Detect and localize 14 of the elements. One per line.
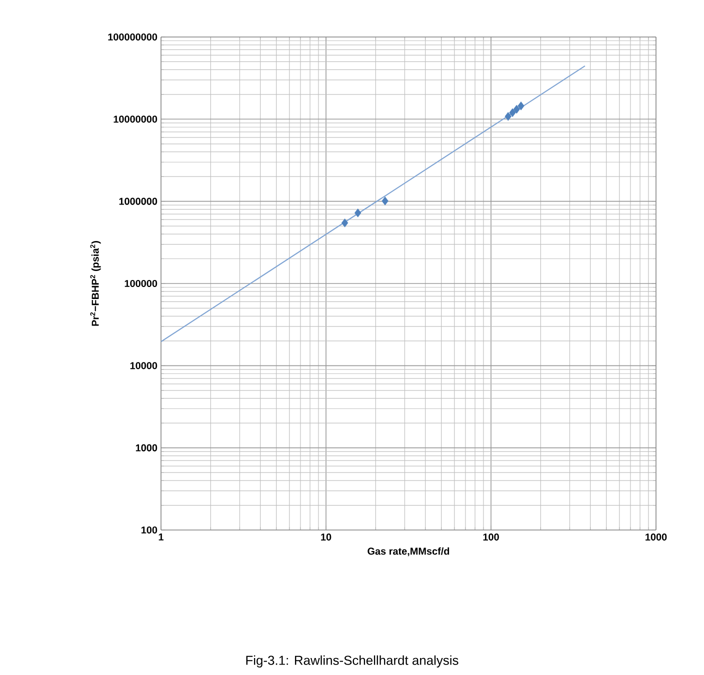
x-tick-label: 100 xyxy=(483,534,499,541)
y-tick-label: 10000 xyxy=(130,362,158,370)
y-tick-label: 100000 xyxy=(124,280,158,288)
y-tick-label: 100000000 xyxy=(108,33,158,41)
y-tick-label: 100 xyxy=(141,526,158,534)
y-axis-title: Pr$^{2}$−FBHP$^{2}$ (psia$^{2}$) xyxy=(90,241,101,326)
y-tick-label: 10000000 xyxy=(114,116,158,123)
x-tick-label: 10 xyxy=(321,534,332,541)
x-tick-label: 1000 xyxy=(646,534,667,541)
x-axis-title: Gas rate,MMscf/d xyxy=(368,547,450,556)
text: Fig-3.1: Rawlins-Schellhardt analysis xyxy=(246,655,458,668)
x-tick-label: 1 xyxy=(158,534,164,540)
y-tick-label: 1000 xyxy=(136,444,158,452)
y-tick-label: 1000000 xyxy=(119,198,158,205)
